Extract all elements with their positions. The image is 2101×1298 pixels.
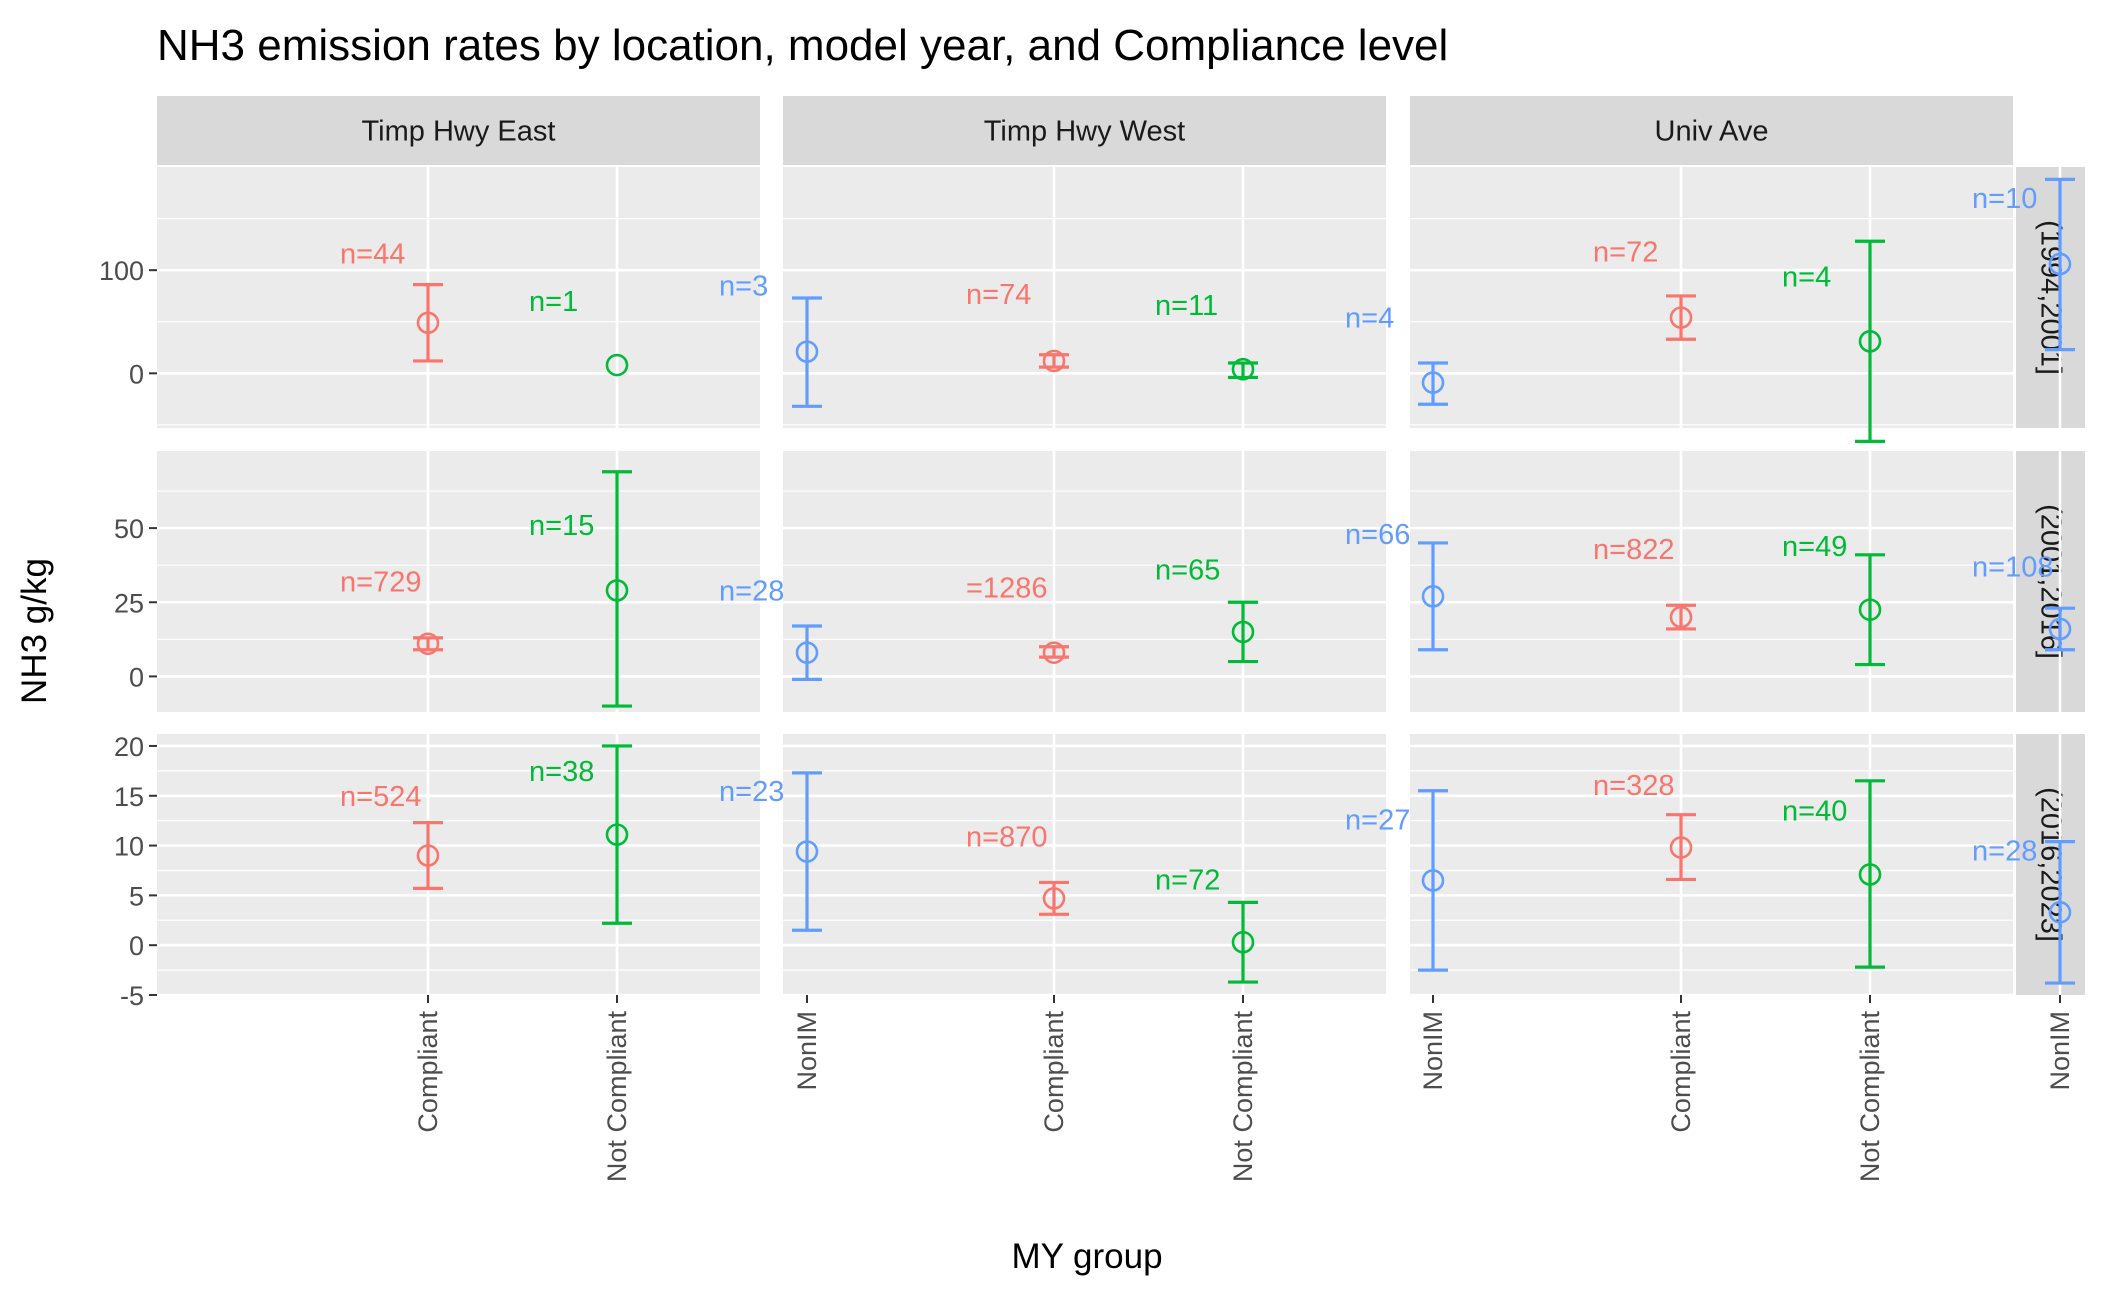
panel-background <box>1410 167 2013 428</box>
panel-background <box>783 451 1386 712</box>
facet-panel <box>783 451 1433 712</box>
n-label: n=822 <box>1593 534 1674 566</box>
x-tick-label: Not Compliant <box>602 1011 632 1183</box>
n-label: n=38 <box>529 756 594 788</box>
n-label: n=328 <box>1593 770 1674 802</box>
n-label: n=4 <box>1345 303 1394 335</box>
n-label: n=1 <box>529 286 578 318</box>
x-axis-title: MY group <box>1011 1237 1162 1276</box>
y-tick-label: 0 <box>129 662 144 692</box>
x-tick-label: Compliant <box>413 1011 443 1133</box>
y-tick-label: 10 <box>114 832 144 862</box>
row-strip-label: (1994,2001] <box>2035 220 2067 375</box>
panel-background <box>783 734 1386 995</box>
x-tick-label: NonIM <box>1418 1011 1448 1091</box>
x-tick-label: Not Compliant <box>1855 1011 1885 1183</box>
n-label: n=28 <box>1972 836 2037 868</box>
y-tick-label: 50 <box>114 514 144 544</box>
n-label: n=23 <box>719 776 784 808</box>
facet-panel <box>1410 167 2060 428</box>
panel-background <box>157 734 760 995</box>
y-tick-label: 15 <box>114 782 144 812</box>
x-tick-label: NonIM <box>792 1011 822 1091</box>
facet-panel <box>783 167 1433 428</box>
column-strip-label: Timp Hwy East <box>362 116 556 148</box>
n-label: n=65 <box>1155 555 1220 587</box>
y-tick-label: 20 <box>114 732 144 762</box>
facet-panel <box>783 734 1433 995</box>
facet-panel <box>157 451 807 712</box>
n-label: n=4 <box>1782 261 1831 293</box>
facet-grid: Timp Hwy East Timp Hwy West Univ Ave (1994,… <box>99 96 2085 1182</box>
x-tick-label: Compliant <box>1666 1011 1696 1133</box>
row-strip-label: (2016,2023] <box>2035 787 2067 942</box>
n-label: n=3 <box>719 271 768 303</box>
n-label: n=870 <box>966 822 1047 854</box>
y-axis-title: NH3 g/kg <box>15 558 54 704</box>
n-label: n=108 <box>1972 552 2053 584</box>
panel-background <box>157 451 760 712</box>
n-label: n=27 <box>1345 805 1410 837</box>
y-tick-label: 25 <box>114 588 144 618</box>
n-label: n=28 <box>719 575 784 607</box>
facet-panel <box>157 167 807 428</box>
y-tick-label: -5 <box>120 981 144 1011</box>
facet-panel <box>1410 734 2060 995</box>
n-label: n=524 <box>340 781 421 813</box>
n-label: n=40 <box>1782 796 1847 828</box>
panel-background <box>1410 451 2013 712</box>
chart-title: NH3 emission rates by location, model ye… <box>157 21 1448 70</box>
n-label: n=72 <box>1593 237 1658 269</box>
x-tick-label: NonIM <box>2045 1011 2075 1091</box>
facet-panel <box>157 734 807 995</box>
x-tick-label: Compliant <box>1039 1011 1069 1133</box>
n-label: n=49 <box>1782 531 1847 563</box>
n-label: n=11 <box>1155 290 1218 322</box>
y-tick-label: 0 <box>129 931 144 961</box>
x-tick-label: Not Compliant <box>1228 1011 1258 1183</box>
y-tick-label: 5 <box>129 881 144 911</box>
y-tick-label: 0 <box>129 359 144 389</box>
y-tick-label: 100 <box>99 256 144 286</box>
panel-background <box>1410 734 2013 995</box>
n-label: n=10 <box>1972 183 2037 215</box>
panel-background <box>783 167 1386 428</box>
n-label: n=729 <box>340 567 421 599</box>
n-label: n=74 <box>966 279 1031 311</box>
column-strip-label: Timp Hwy West <box>984 116 1185 148</box>
n-label: n=44 <box>340 239 405 271</box>
n-label: n=66 <box>1345 519 1410 551</box>
n-label: n=15 <box>529 510 594 542</box>
facet-panel <box>1410 451 2060 712</box>
panel-background <box>157 167 760 428</box>
n-label: =1286 <box>966 572 1047 604</box>
column-strip-label: Univ Ave <box>1655 116 1769 148</box>
n-label: n=72 <box>1155 864 1220 896</box>
